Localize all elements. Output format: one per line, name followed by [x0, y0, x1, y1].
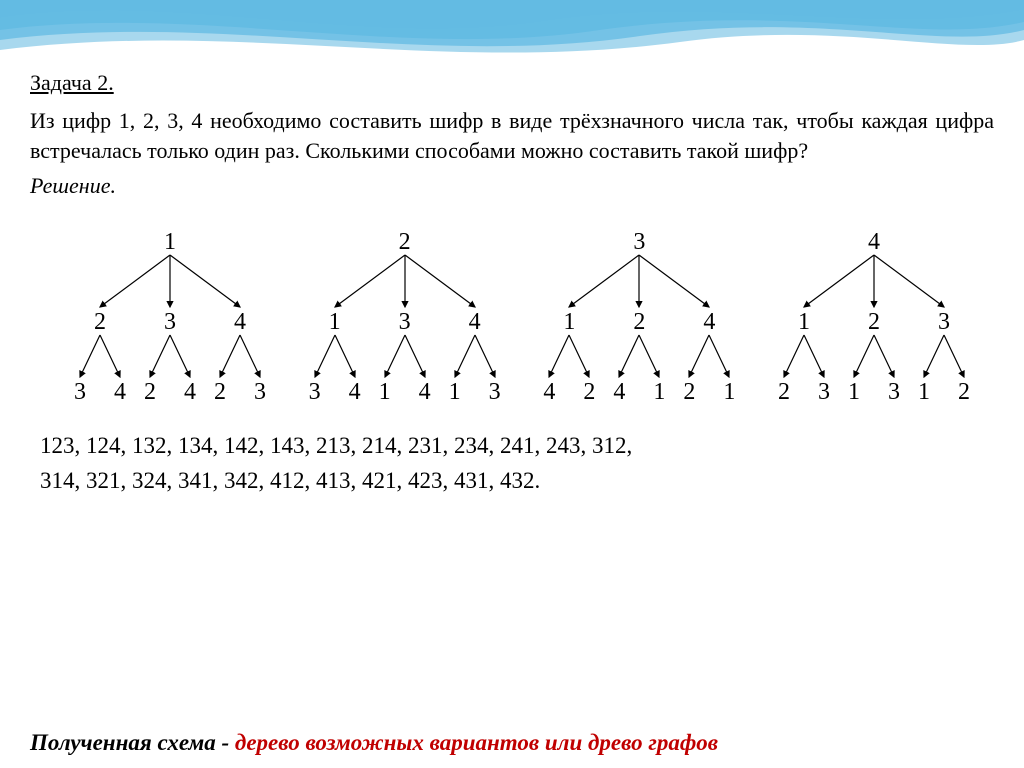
- tree-node-leaf: 1: [914, 379, 934, 406]
- tree-3: 3124424121: [529, 219, 749, 409]
- tree-node-leaf: 2: [774, 379, 794, 406]
- enumeration: 123, 124, 132, 134, 142, 143, 213, 214, …: [30, 429, 994, 498]
- tree-node-mid: 1: [559, 309, 579, 336]
- tree-node-mid: 2: [90, 309, 110, 336]
- tree-node-root: 2: [395, 229, 415, 256]
- tree-node-leaf: 2: [140, 379, 160, 406]
- enum-line1: 123, 124, 132, 134, 142, 143, 213, 214, …: [40, 433, 632, 458]
- tree-node-leaf: 2: [954, 379, 974, 406]
- tree-node-leaf: 4: [609, 379, 629, 406]
- tree-node-mid: 1: [794, 309, 814, 336]
- task-title: Задача 2.: [30, 70, 994, 96]
- tree-node-leaf: 4: [180, 379, 200, 406]
- tree-node-leaf: 3: [305, 379, 325, 406]
- tree-node-leaf: 3: [814, 379, 834, 406]
- tree-1: 1234342423: [60, 219, 280, 409]
- tree-node-leaf: 1: [844, 379, 864, 406]
- tree-node-leaf: 3: [70, 379, 90, 406]
- tree-node-leaf: 3: [250, 379, 270, 406]
- enum-line2: 314, 321, 324, 341, 342, 412, 413, 421, …: [40, 468, 540, 493]
- tree-node-leaf: 1: [375, 379, 395, 406]
- trees-container: 1234342423213434141331244241214123231312: [30, 219, 994, 409]
- tree-node-root: 3: [629, 229, 649, 256]
- tree-4: 4123231312: [764, 219, 984, 409]
- tree-node-mid: 4: [230, 309, 250, 336]
- tree-node-mid: 2: [629, 309, 649, 336]
- tree-node-root: 4: [864, 229, 884, 256]
- tree-node-leaf: 4: [415, 379, 435, 406]
- tree-node-leaf: 2: [679, 379, 699, 406]
- tree-node-leaf: 3: [485, 379, 505, 406]
- tree-node-leaf: 2: [579, 379, 599, 406]
- tree-node-mid: 3: [395, 309, 415, 336]
- tree-node-leaf: 1: [719, 379, 739, 406]
- tree-2: 2134341413: [295, 219, 515, 409]
- content-region: Задача 2. Из цифр 1, 2, 3, 4 необходимо …: [0, 0, 1024, 518]
- problem-text: Из цифр 1, 2, 3, 4 необходимо составить …: [30, 106, 994, 165]
- tree-node-mid: 1: [325, 309, 345, 336]
- footer-black: Полученная схема -: [30, 730, 235, 755]
- tree-node-root: 1: [160, 229, 180, 256]
- tree-node-mid: 4: [465, 309, 485, 336]
- tree-node-leaf: 4: [345, 379, 365, 406]
- tree-node-mid: 4: [699, 309, 719, 336]
- solution-label: Решение.: [30, 173, 994, 199]
- footer-red: дерево возможных вариантов или древо гра…: [235, 730, 718, 755]
- tree-node-leaf: 3: [884, 379, 904, 406]
- tree-node-mid: 3: [160, 309, 180, 336]
- footer-conclusion: Полученная схема - дерево возможных вари…: [30, 730, 994, 756]
- tree-node-leaf: 2: [210, 379, 230, 406]
- tree-node-leaf: 1: [445, 379, 465, 406]
- tree-node-mid: 3: [934, 309, 954, 336]
- tree-node-mid: 2: [864, 309, 884, 336]
- tree-node-leaf: 4: [539, 379, 559, 406]
- tree-node-leaf: 1: [649, 379, 669, 406]
- tree-node-leaf: 4: [110, 379, 130, 406]
